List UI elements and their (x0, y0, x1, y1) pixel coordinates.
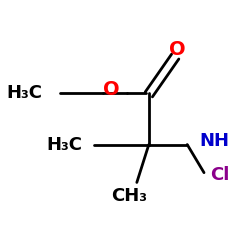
Text: H₃C: H₃C (6, 84, 42, 102)
Text: O: O (103, 80, 120, 99)
Text: NH: NH (199, 132, 229, 150)
Text: CH₃: CH₃ (112, 187, 148, 205)
Text: O: O (169, 40, 186, 59)
Text: Cl: Cl (210, 166, 230, 184)
Text: H₃C: H₃C (47, 136, 83, 154)
